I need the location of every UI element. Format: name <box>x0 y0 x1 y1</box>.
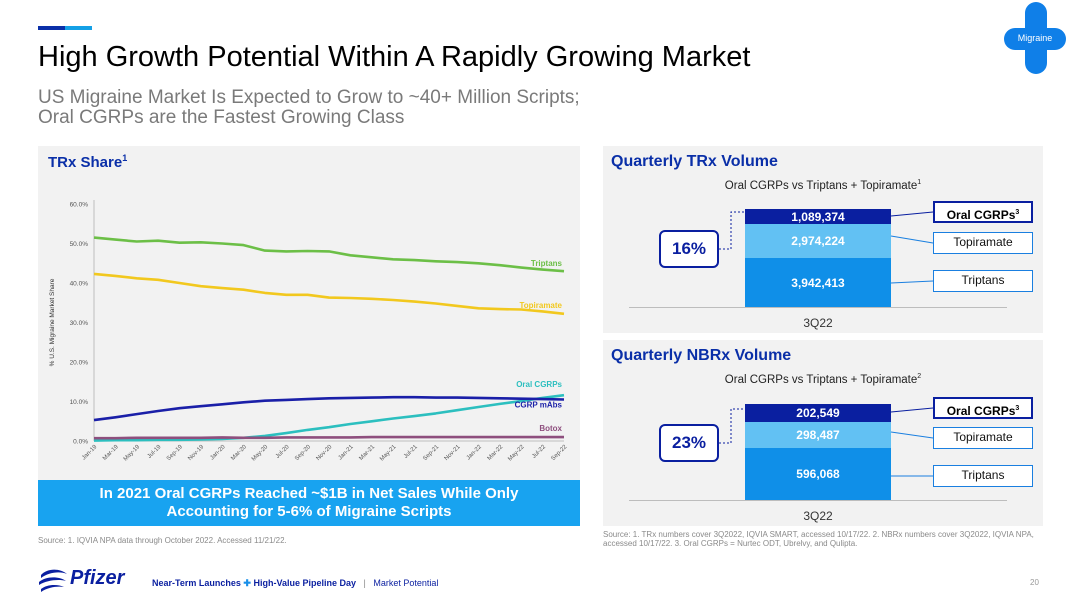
series-line-botox <box>94 435 564 440</box>
right-source-note: Source: 1. TRx numbers cover 3Q2022, IQV… <box>603 530 1034 548</box>
x-tick-label: Sep-20 <box>294 444 312 462</box>
nbrx-share-percent-badge: 23% <box>659 424 719 462</box>
x-tick-label: May-21 <box>379 444 398 463</box>
x-tick-label: Mar-21 <box>358 444 376 462</box>
x-tick-label: Jan-20 <box>209 444 227 462</box>
callout-line-2: Accounting for 5-6% of Migraine Scripts <box>166 503 452 520</box>
badge-cross-horizontal <box>1004 28 1066 50</box>
nbrx-connectors <box>719 407 934 477</box>
trx-period-label: 3Q22 <box>803 316 833 330</box>
nbrx-legend-oral-cgrps: Oral CGRPs3 <box>933 397 1033 419</box>
subtitle-line-2: Oral CGRPs are the Fastest Growing Class <box>38 107 405 128</box>
nbrx-legend-triptans: Triptans <box>933 465 1033 487</box>
nbrx-bar-oral-cgrps: 202,549 <box>745 404 891 422</box>
series-label-botox: Botox <box>539 424 562 433</box>
quarterly-nbrx-panel: Quarterly NBRx Volume Oral CGRPs vs Trip… <box>603 340 1043 526</box>
page-title: High Growth Potential Within A Rapidly G… <box>38 41 751 73</box>
trx-stacked-bar: 1,089,374 2,974,224 3,942,413 <box>745 209 891 307</box>
page-subtitle: US Migraine Market Is Expected to Grow t… <box>38 88 580 128</box>
quarterly-trx-subtitle: Oral CGRPs vs Triptans + Topiramate1 <box>724 179 922 192</box>
trx-legend-oral-cgrps: Oral CGRPs3 <box>933 201 1033 223</box>
trx-bar-triptans: 3,942,413 <box>745 258 891 307</box>
y-tick-label: 40.0% <box>70 281 89 288</box>
trx-share-panel: 0.0% 10.0% 20.0% 30.0% 40.0% 50.0% 60.0% % U.S.… <box>38 146 580 480</box>
trx-share-percent-badge: 16% <box>659 230 719 268</box>
trx-legend-triptans: Triptans <box>933 270 1033 292</box>
x-tick-label: Jul-20 <box>275 444 291 460</box>
series-line-topiramate <box>93 272 565 316</box>
y-tick-label: 30.0% <box>70 320 89 327</box>
trx-share-chart: 0.0% 10.0% 20.0% 30.0% 40.0% 50.0% 60.0% % U.S.… <box>49 200 569 463</box>
nbrx-baseline <box>629 500 1007 501</box>
x-tick-label: Jan-19 <box>81 444 99 462</box>
x-tick-label: Sep-21 <box>422 444 440 462</box>
badge-label: Migraine <box>1017 33 1053 43</box>
footer-event-part-2: High-Value Pipeline Day <box>253 578 356 588</box>
trx-bar-oral-cgrps: 1,089,374 <box>745 209 891 224</box>
x-tick-label: Jul-21 <box>403 444 419 460</box>
left-source-note: Source: 1. IQVIA NPA data through Octobe… <box>38 536 287 545</box>
y-tick-label: 10.0% <box>70 399 89 406</box>
series-label-oral-cgrps: Oral CGRPs <box>516 380 562 389</box>
x-tick-label: Jan-22 <box>466 444 484 462</box>
pfizer-logo: Pfizer <box>38 566 130 594</box>
pfizer-logo-text: Pfizer <box>70 567 125 589</box>
quarterly-nbrx-subtitle: Oral CGRPs vs Triptans + Topiramate2 <box>724 373 922 386</box>
trx-baseline <box>629 307 1007 308</box>
quarterly-nbrx-title: Quarterly NBRx Volume <box>611 347 792 364</box>
y-tick-label: 20.0% <box>70 360 89 367</box>
trx-share-title: TRx Share1 <box>48 153 128 171</box>
footer-plus-icon: ✚ <box>243 578 251 588</box>
x-tick-label: May-22 <box>507 444 526 463</box>
trx-bar-topiramate: 2,974,224 <box>745 224 891 258</box>
series-label-cgrp-mabs: CGRP mAbs <box>515 401 563 410</box>
x-tick-label: Sep-19 <box>166 444 184 462</box>
x-tick-label: May-19 <box>123 444 142 463</box>
footer-section: Market Potential <box>373 578 439 588</box>
x-tick-label: Nov-20 <box>315 444 333 462</box>
trx-legend-topiramate: Topiramate <box>933 232 1033 254</box>
y-tick-label: 50.0% <box>70 241 89 248</box>
nbrx-legend-topiramate: Topiramate <box>933 427 1033 449</box>
series-line-oral-cgrps <box>93 393 565 442</box>
y-tick-label: 0.0% <box>73 439 88 446</box>
x-tick-label: Jul-22 <box>531 444 547 460</box>
footer-event-part-1: Near-Term Launches <box>152 578 241 588</box>
nbrx-bar-topiramate: 298,487 <box>745 422 891 448</box>
x-tick-label: Jan-21 <box>338 444 356 462</box>
page-number: 20 <box>1030 578 1039 587</box>
footer-event-label: Near-Term Launches ✚ High-Value Pipeline… <box>152 578 438 589</box>
nbrx-bar-triptans: 596,068 <box>745 448 891 500</box>
series-line-triptans <box>93 236 565 273</box>
series-label-triptans: Triptans <box>531 259 563 268</box>
net-sales-callout: In 2021 Oral CGRPs Reached ~$1B in Net S… <box>38 480 580 526</box>
footer-separator: | <box>363 578 366 588</box>
x-tick-label: Nov-19 <box>187 444 205 462</box>
trx-connectors <box>719 211 934 284</box>
callout-line-1: In 2021 Oral CGRPs Reached ~$1B in Net S… <box>99 485 519 502</box>
x-tick-label: Jul-19 <box>147 444 163 460</box>
x-tick-label: Mar-22 <box>487 444 505 462</box>
quarterly-trx-title: Quarterly TRx Volume <box>611 153 778 170</box>
series-label-topiramate: Topiramate <box>519 301 562 310</box>
x-tick-label: Sep-22 <box>550 444 568 462</box>
y-tick-label: 60.0% <box>70 202 89 209</box>
subtitle-line-1: US Migraine Market Is Expected to Grow t… <box>38 87 580 108</box>
pfizer-swoosh-icon <box>39 569 67 592</box>
x-tick-label: Mar-19 <box>102 444 120 462</box>
migraine-cross-badge: Migraine <box>1004 2 1066 74</box>
quarterly-trx-panel: Quarterly TRx Volume Oral CGRPs vs Tript… <box>603 146 1043 333</box>
nbrx-stacked-bar: 202,549 298,487 596,068 <box>745 404 891 500</box>
y-axis-title: % U.S. Migraine Market Share <box>49 278 56 366</box>
nbrx-period-label: 3Q22 <box>803 509 833 523</box>
x-tick-label: May-20 <box>251 444 270 463</box>
x-tick-label: Nov-21 <box>444 444 462 462</box>
x-tick-label: Mar-20 <box>230 444 248 462</box>
title-accent-bar <box>38 26 92 30</box>
series-line-cgrp-mabs <box>93 395 565 422</box>
